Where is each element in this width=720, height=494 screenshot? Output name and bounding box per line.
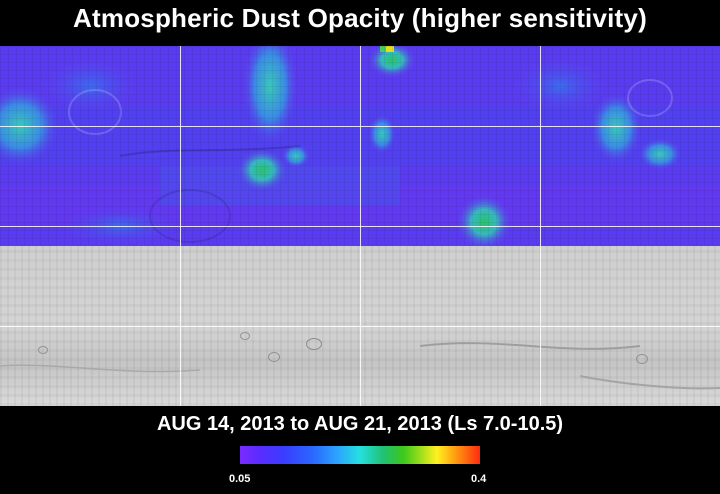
grid-line-vertical xyxy=(360,46,361,406)
terrain-crater xyxy=(636,354,648,364)
terrain-crater xyxy=(306,338,322,350)
opacity-colorbar xyxy=(240,446,480,464)
grid-line-vertical xyxy=(180,46,181,406)
map-title: Atmospheric Dust Opacity (higher sensiti… xyxy=(73,3,647,33)
colorbar-min-label: 0.05 xyxy=(229,473,251,485)
date-range-label: AUG 14, 2013 to AUG 21, 2013 (Ls 7.0-10.… xyxy=(156,413,564,435)
terrain-crater xyxy=(240,332,250,340)
colorbar-max-label: 0.4 xyxy=(471,473,487,485)
mars-map xyxy=(0,46,720,406)
terrain-crater xyxy=(38,346,48,354)
terrain-crater xyxy=(268,352,280,362)
grid-line-vertical xyxy=(540,46,541,406)
